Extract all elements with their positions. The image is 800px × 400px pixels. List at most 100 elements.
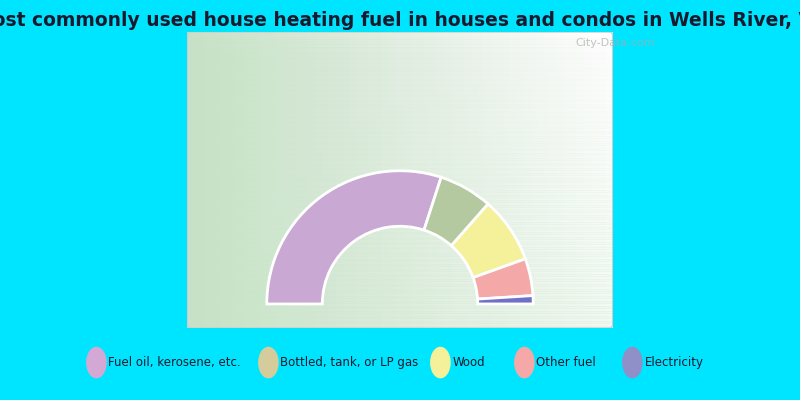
Bar: [542, 32, 546, 328]
Ellipse shape: [622, 348, 642, 378]
Bar: [230, 32, 234, 328]
Bar: [435, 32, 439, 328]
Bar: [361, 32, 365, 328]
Bar: [187, 123, 613, 126]
Bar: [549, 32, 553, 328]
Bar: [187, 175, 613, 178]
Bar: [308, 32, 311, 328]
Bar: [368, 32, 372, 328]
Bar: [187, 160, 613, 163]
Bar: [336, 32, 340, 328]
Bar: [546, 32, 549, 328]
Bar: [442, 32, 446, 328]
Bar: [403, 32, 407, 328]
Bar: [187, 326, 613, 328]
Bar: [187, 47, 613, 49]
Bar: [591, 32, 595, 328]
Bar: [187, 313, 613, 316]
Bar: [187, 155, 613, 158]
Bar: [187, 101, 613, 104]
Bar: [474, 32, 478, 328]
Bar: [251, 32, 254, 328]
Text: Other fuel: Other fuel: [536, 356, 596, 369]
Bar: [382, 32, 386, 328]
Bar: [187, 220, 613, 222]
Bar: [378, 32, 382, 328]
Bar: [187, 86, 613, 89]
Bar: [187, 66, 613, 69]
Bar: [553, 32, 556, 328]
Bar: [290, 32, 294, 328]
Bar: [446, 32, 450, 328]
Bar: [187, 69, 613, 72]
Bar: [187, 74, 613, 76]
Bar: [414, 32, 418, 328]
Bar: [254, 32, 258, 328]
Bar: [219, 32, 222, 328]
Bar: [372, 32, 375, 328]
Bar: [528, 32, 531, 328]
Bar: [187, 249, 613, 252]
Bar: [187, 32, 190, 328]
Bar: [187, 121, 613, 123]
Bar: [510, 32, 514, 328]
Bar: [187, 57, 613, 59]
Bar: [297, 32, 301, 328]
Bar: [407, 32, 410, 328]
Bar: [187, 276, 613, 279]
Bar: [187, 173, 613, 175]
Bar: [187, 259, 613, 262]
Bar: [428, 32, 432, 328]
Bar: [187, 237, 613, 239]
Bar: [450, 32, 453, 328]
Bar: [574, 32, 578, 328]
Text: Bottled, tank, or LP gas: Bottled, tank, or LP gas: [281, 356, 418, 369]
Bar: [187, 148, 613, 150]
Bar: [482, 32, 485, 328]
Bar: [187, 178, 613, 180]
Bar: [506, 32, 510, 328]
Bar: [187, 37, 613, 39]
Bar: [187, 126, 613, 128]
Bar: [606, 32, 610, 328]
Bar: [187, 207, 613, 210]
Bar: [581, 32, 584, 328]
Bar: [598, 32, 602, 328]
Wedge shape: [266, 171, 441, 304]
Bar: [187, 197, 613, 200]
Bar: [460, 32, 464, 328]
Bar: [187, 279, 613, 281]
Bar: [202, 32, 205, 328]
Bar: [187, 246, 613, 249]
Bar: [187, 296, 613, 298]
Bar: [318, 32, 322, 328]
Ellipse shape: [515, 348, 534, 378]
Bar: [234, 32, 237, 328]
Bar: [187, 227, 613, 229]
Bar: [244, 32, 247, 328]
Bar: [602, 32, 606, 328]
Bar: [187, 42, 613, 44]
Bar: [496, 32, 499, 328]
Bar: [187, 288, 613, 291]
Bar: [187, 62, 613, 64]
Ellipse shape: [86, 348, 106, 378]
Wedge shape: [478, 296, 534, 304]
Bar: [187, 128, 613, 131]
Bar: [350, 32, 354, 328]
Bar: [187, 202, 613, 205]
Bar: [489, 32, 492, 328]
Bar: [187, 91, 613, 94]
Bar: [187, 131, 613, 133]
Bar: [187, 214, 613, 217]
Bar: [521, 32, 524, 328]
Bar: [205, 32, 209, 328]
Bar: [595, 32, 598, 328]
Bar: [187, 262, 613, 264]
Bar: [375, 32, 378, 328]
Bar: [187, 150, 613, 153]
Bar: [187, 54, 613, 57]
Bar: [187, 111, 613, 114]
Bar: [266, 32, 269, 328]
Text: Electricity: Electricity: [645, 356, 703, 369]
